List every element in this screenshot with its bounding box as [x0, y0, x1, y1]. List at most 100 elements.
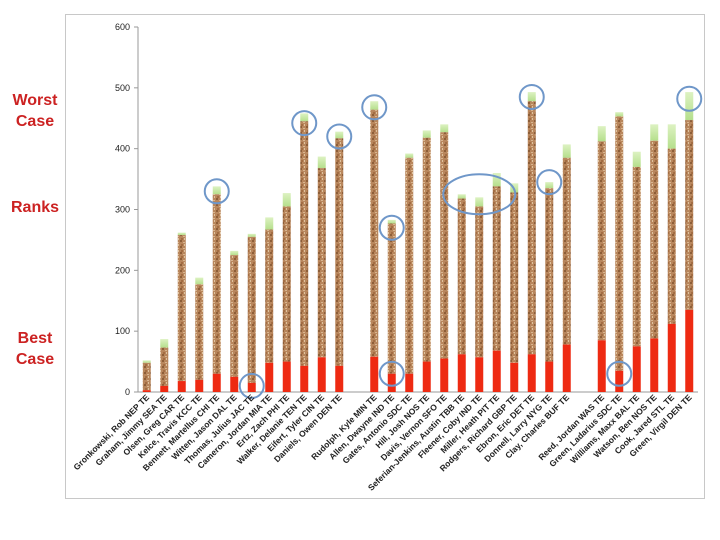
- bar-best-segment: [212, 373, 221, 392]
- highlight-circle: [442, 173, 517, 216]
- bar-mid-segment: [282, 206, 291, 362]
- bar-worst-segment: [160, 339, 169, 348]
- bar-worst-segment: [387, 219, 396, 224]
- bar-worst-segment: [247, 233, 256, 237]
- bar-worst-segment: [317, 156, 326, 169]
- bar-best-segment: [492, 350, 501, 392]
- bar-mid-segment: [475, 206, 484, 358]
- bar-mid-segment: [387, 223, 396, 374]
- bar-best-segment: [317, 357, 326, 392]
- highlight-circle: [518, 83, 545, 110]
- bar-worst-segment: [142, 360, 151, 363]
- bar-worst-segment: [405, 153, 414, 158]
- bar-mid-segment: [247, 236, 256, 383]
- highlight-circle: [326, 123, 353, 150]
- bar-worst-segment: [195, 277, 204, 285]
- bar-worst-segment: [230, 250, 239, 256]
- bar-best-segment: [685, 309, 694, 392]
- bar-worst-segment: [597, 126, 606, 142]
- bar-mid-segment: [527, 101, 536, 355]
- bar-worst-segment: [422, 130, 431, 138]
- bar-worst-segment: [265, 217, 274, 230]
- bar-best-segment: [475, 357, 484, 392]
- ranks-label: Ranks: [10, 199, 60, 216]
- bar-mid-segment: [492, 186, 501, 351]
- bar-best-segment: [527, 354, 536, 392]
- bar-best-segment: [545, 361, 554, 392]
- bar-worst-segment: [475, 197, 484, 207]
- y-tick-label: 400: [115, 144, 130, 154]
- best-case-label: Best Case: [15, 330, 55, 368]
- bar-best-segment: [650, 338, 659, 392]
- y-tick-label: 600: [115, 22, 130, 32]
- highlight-circle: [378, 360, 405, 387]
- bar-mid-segment: [685, 120, 694, 310]
- bar-worst-segment: [177, 232, 186, 236]
- bar-mid-segment: [405, 157, 414, 374]
- bar-worst-segment: [650, 124, 659, 141]
- bar-worst-segment: [615, 112, 624, 117]
- bar-worst-segment: [545, 182, 554, 189]
- highlight-circle: [203, 178, 230, 205]
- bar-mid-segment: [160, 347, 169, 386]
- bar-best-segment: [422, 361, 431, 392]
- bar-mid-segment: [615, 116, 624, 371]
- bar-mid-segment: [300, 121, 309, 366]
- bar-mid-segment: [142, 362, 151, 391]
- bar-mid-segment: [195, 284, 204, 380]
- bar-mid-segment: [317, 168, 326, 358]
- bar-best-segment: [230, 376, 239, 392]
- bar-mid-segment: [632, 166, 641, 347]
- bar-worst-segment: [667, 124, 676, 149]
- highlight-circle: [676, 85, 703, 112]
- bar-best-segment: [457, 354, 466, 392]
- bar-mid-segment: [212, 194, 221, 374]
- bar-best-segment: [247, 382, 256, 392]
- bar-mid-segment: [510, 192, 519, 363]
- bar-worst-segment: [300, 113, 309, 122]
- y-tick-label: 200: [115, 265, 130, 275]
- y-tick-label: 0: [125, 387, 130, 397]
- highlight-circle: [606, 360, 633, 387]
- bar-best-segment: [282, 361, 291, 392]
- highlight-circle: [378, 214, 405, 241]
- bar-best-segment: [615, 370, 624, 392]
- highlight-circle: [361, 94, 388, 121]
- bar-best-segment: [405, 373, 414, 392]
- bar-mid-segment: [230, 255, 239, 377]
- bar-worst-segment: [527, 92, 536, 102]
- bar-mid-segment: [335, 138, 344, 366]
- y-tick-label: 500: [115, 83, 130, 93]
- bar-mid-segment: [440, 132, 449, 359]
- bar-best-segment: [667, 323, 676, 392]
- bar-mid-segment: [457, 198, 466, 355]
- bar-best-segment: [440, 358, 449, 392]
- bar-best-segment: [160, 385, 169, 392]
- bar-best-segment: [510, 362, 519, 392]
- bar-best-segment: [632, 346, 641, 392]
- bar-best-segment: [300, 365, 309, 392]
- bar-worst-segment: [632, 151, 641, 167]
- worst-case-label: Worst Case: [12, 92, 58, 130]
- bar-best-segment: [142, 390, 151, 392]
- bar-mid-segment: [667, 148, 676, 324]
- bar-mid-segment: [265, 229, 274, 363]
- highlight-circle: [536, 169, 563, 196]
- bar-best-segment: [195, 379, 204, 392]
- bar-worst-segment: [282, 193, 291, 207]
- highlight-circle: [238, 372, 265, 399]
- highlight-circle: [291, 110, 318, 137]
- bar-worst-segment: [212, 186, 221, 195]
- bar-worst-segment: [335, 131, 344, 139]
- chart-frame: [65, 14, 705, 499]
- bar-worst-segment: [370, 101, 379, 110]
- y-tick-label: 100: [115, 326, 130, 336]
- bar-worst-segment: [685, 92, 694, 121]
- bar-mid-segment: [370, 109, 379, 357]
- bar-worst-segment: [562, 144, 571, 158]
- bar-worst-segment: [457, 194, 466, 199]
- bar-best-segment: [370, 356, 379, 392]
- bar-mid-segment: [597, 141, 606, 341]
- bar-best-segment: [562, 344, 571, 392]
- bar-best-segment: [597, 340, 606, 392]
